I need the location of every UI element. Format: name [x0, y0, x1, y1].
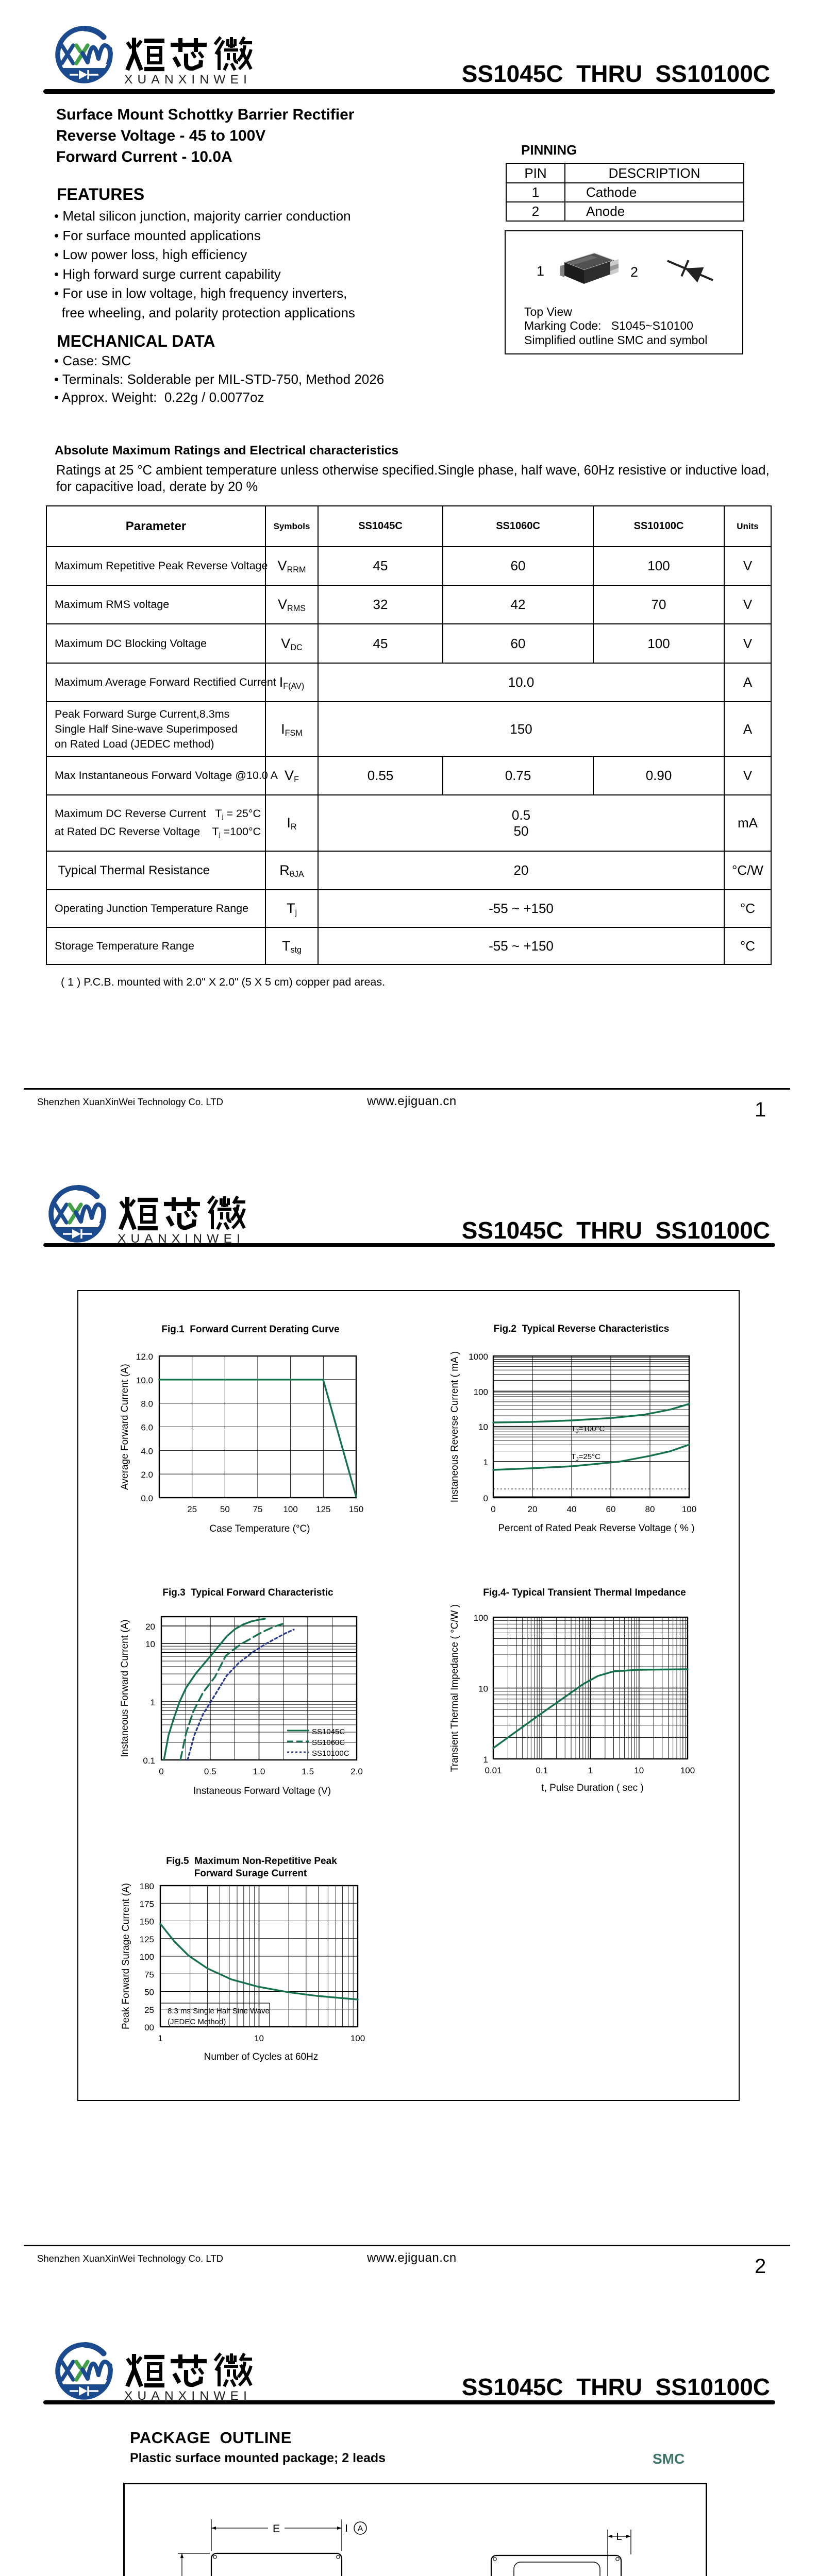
svg-text:Forward Surage Current: Forward Surage Current — [194, 1868, 307, 1879]
svg-text:SS1060C: SS1060C — [312, 1738, 345, 1747]
svg-text:40: 40 — [567, 1504, 577, 1514]
svg-text:Fig.2 Typical Reverse Charact: Fig.2 Typical Reverse Characteristics — [494, 1324, 670, 1334]
svg-text:1: 1 — [483, 1458, 488, 1467]
svg-text:150: 150 — [349, 1504, 363, 1514]
svg-text:A: A — [358, 2524, 363, 2533]
svg-text:0.1: 0.1 — [536, 1766, 548, 1775]
svg-text:SS10100C: SS10100C — [312, 1749, 349, 1758]
svg-text:12.0: 12.0 — [136, 1352, 153, 1362]
svg-text:Instaneous Reverse Current ( m: Instaneous Reverse Current ( mA ) — [449, 1351, 460, 1503]
svg-text:75: 75 — [253, 1504, 263, 1514]
svg-text:Percent of Rated Peak Reverse: Percent of Rated Peak Reverse Voltage ( … — [498, 1523, 694, 1534]
svg-text:Fig.1 Forward Current Deratin: Fig.1 Forward Current Derating Curve — [161, 1324, 339, 1335]
svg-text:150: 150 — [140, 1917, 154, 1927]
svg-text:Average Forward Current (A): Average Forward Current (A) — [120, 1364, 130, 1490]
svg-text:8.0: 8.0 — [141, 1399, 153, 1409]
svg-text:Fig.3 Typical Forward Charact: Fig.3 Typical Forward Characteristic — [162, 1587, 333, 1598]
svg-text:Number of Cycles at 60Hz: Number of Cycles at 60Hz — [204, 2052, 319, 2062]
svg-text:(JEDEC Method): (JEDEC Method) — [168, 2018, 226, 2026]
svg-text:125: 125 — [316, 1504, 330, 1514]
svg-text:1: 1 — [483, 1755, 488, 1765]
svg-text:0: 0 — [491, 1504, 495, 1514]
svg-text:1: 1 — [158, 2033, 162, 2043]
svg-text:10: 10 — [254, 2033, 264, 2043]
svg-text:1000: 1000 — [469, 1352, 488, 1362]
svg-text:Instaneous Forward Voltage (V): Instaneous Forward Voltage (V) — [193, 1786, 331, 1797]
svg-text:80: 80 — [645, 1504, 655, 1514]
svg-text:60: 60 — [606, 1504, 616, 1514]
svg-text:Peak Forward Surage Current (A: Peak Forward Surage Current (A) — [121, 1883, 131, 2029]
svg-text:100: 100 — [283, 1504, 297, 1514]
svg-text:175: 175 — [140, 1899, 154, 1909]
svg-text:8.3 ms Single Half Sine Wave: 8.3 ms Single Half Sine Wave — [168, 2007, 270, 2015]
svg-text:10: 10 — [145, 1639, 155, 1649]
svg-text:1.5: 1.5 — [302, 1767, 314, 1776]
svg-text:25: 25 — [187, 1504, 197, 1514]
svg-text:4.0: 4.0 — [141, 1446, 153, 1456]
svg-text:10: 10 — [478, 1422, 488, 1432]
svg-text:Case Temperature (°C): Case Temperature (°C) — [209, 1523, 310, 1534]
svg-text:10: 10 — [478, 1684, 488, 1694]
svg-text:6.0: 6.0 — [141, 1423, 153, 1433]
svg-text:SS1045C: SS1045C — [312, 1727, 345, 1736]
svg-text:50: 50 — [144, 1988, 154, 1997]
svg-text:1: 1 — [151, 1698, 155, 1707]
svg-text:25: 25 — [144, 2005, 154, 2015]
svg-text:TJ=100°C: TJ=100°C — [571, 1425, 605, 1435]
svg-text:Fig.4- Typical Transient Therm: Fig.4- Typical Transient Thermal Impedan… — [483, 1587, 686, 1598]
svg-text:0.1: 0.1 — [143, 1756, 155, 1766]
svg-text:100: 100 — [682, 1504, 696, 1514]
svg-text:Fig.5 Maximum Non-Repetitive: Fig.5 Maximum Non-Repetitive Peak — [166, 1856, 337, 1867]
svg-text:100: 100 — [474, 1613, 488, 1623]
svg-text:00: 00 — [144, 2023, 154, 2032]
svg-text:1.0: 1.0 — [253, 1767, 265, 1776]
svg-text:75: 75 — [144, 1970, 154, 1979]
svg-text:E: E — [273, 2523, 280, 2535]
svg-text:10: 10 — [634, 1766, 644, 1775]
svg-text:0: 0 — [483, 1494, 488, 1503]
svg-text:100: 100 — [350, 2033, 365, 2043]
svg-text:20: 20 — [145, 1622, 155, 1632]
svg-text:0.0: 0.0 — [141, 1494, 153, 1503]
svg-text:20: 20 — [528, 1504, 538, 1514]
svg-text:2.0: 2.0 — [141, 1470, 153, 1480]
svg-text:100: 100 — [680, 1766, 695, 1775]
svg-text:Transient Thermal Impedance (: Transient Thermal Impedance ( °C/W ) — [449, 1604, 460, 1772]
svg-text:125: 125 — [140, 1935, 154, 1944]
svg-text:10.0: 10.0 — [136, 1376, 153, 1385]
svg-text:180: 180 — [140, 1882, 154, 1891]
svg-text:t, Pulse Duration ( sec ): t, Pulse Duration ( sec ) — [541, 1783, 644, 1793]
svg-text:0.5: 0.5 — [204, 1767, 216, 1776]
svg-text:TJ=25°C: TJ=25°C — [571, 1452, 600, 1463]
svg-text:1: 1 — [588, 1766, 593, 1775]
svg-text:L: L — [616, 2531, 622, 2543]
svg-text:100: 100 — [140, 1952, 154, 1962]
svg-text:50: 50 — [220, 1504, 230, 1514]
svg-text:2.0: 2.0 — [350, 1767, 363, 1776]
svg-text:Instaneous Forward Current (A): Instaneous Forward Current (A) — [120, 1619, 130, 1757]
svg-text:0: 0 — [159, 1767, 163, 1776]
svg-text:100: 100 — [474, 1387, 488, 1397]
svg-text:0.01: 0.01 — [485, 1766, 502, 1775]
